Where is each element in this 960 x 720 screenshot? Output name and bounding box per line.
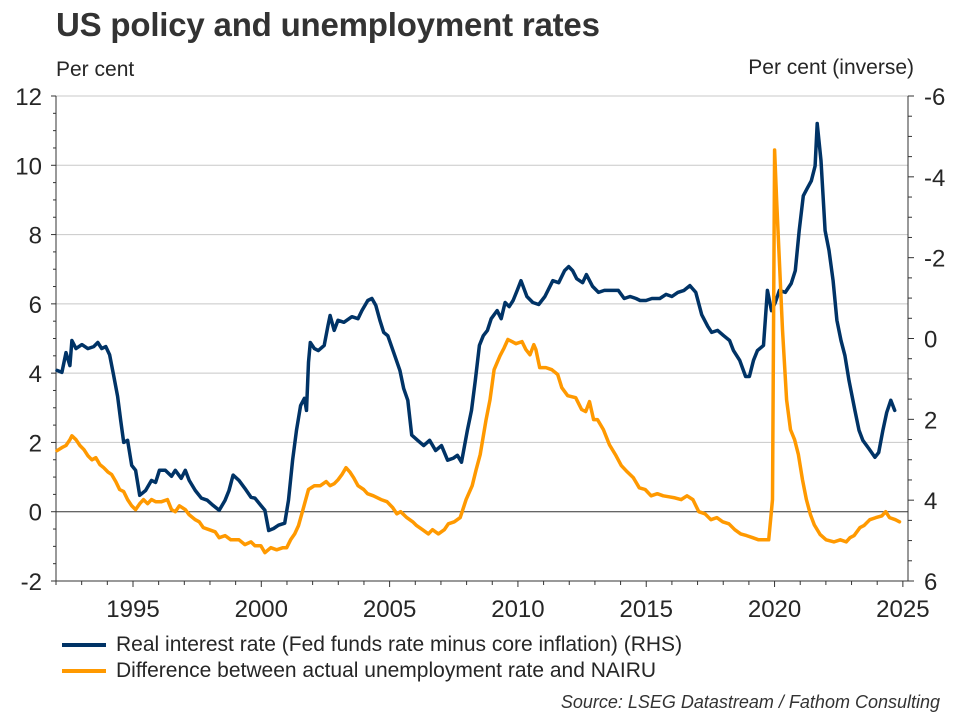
series-line-real-interest-rate	[55, 121, 897, 533]
axes	[51, 95, 914, 587]
left-tick-label: 2	[29, 430, 42, 457]
right-tick-label: -6	[924, 84, 945, 111]
chart-title: US policy and unemployment rates	[56, 6, 600, 43]
legend-label: Real interest rate (Fed funds rate minus…	[116, 633, 683, 656]
right-tick-label: 0	[924, 327, 937, 354]
series-lines	[55, 121, 902, 555]
x-tick-label: 2000	[235, 596, 288, 623]
x-tick-label: 2020	[748, 596, 801, 623]
legend-item-real-interest-rate: Real interest rate (Fed funds rate minus…	[62, 632, 682, 658]
x-tick-label: 2025	[876, 596, 929, 623]
left-tick-label: 4	[29, 361, 42, 388]
legend-item-unemployment-gap: Difference between actual unemployment r…	[62, 658, 682, 684]
x-tick-label: 2015	[620, 596, 673, 623]
x-tick-label: 1995	[106, 596, 159, 623]
left-axis-unit-label: Per cent	[56, 58, 135, 81]
right-tick-label: -2	[924, 246, 945, 273]
left-tick-label: 8	[29, 223, 42, 250]
legend-swatch-orange	[62, 669, 106, 673]
right-tick-label: 2	[924, 407, 937, 434]
left-tick-label: 10	[15, 153, 42, 180]
left-tick-label: 6	[29, 292, 42, 319]
tick-labels: 12 10 8 6 4 2 0 -2 -6 -4 -2 0 2 4 6 1995 2000 2005 2010 201…	[15, 84, 945, 623]
left-tick-label: 0	[29, 500, 42, 527]
legend-swatch-blue	[62, 643, 106, 647]
series-line-unemployment-gap	[55, 148, 902, 555]
x-tick-label: 2010	[491, 596, 544, 623]
legend-label: Difference between actual unemployment r…	[116, 659, 657, 682]
legend: Real interest rate (Fed funds rate minus…	[62, 632, 682, 684]
right-tick-label: 4	[924, 488, 937, 515]
source-note: Source: LSEG Datastream / Fathom Consult…	[560, 692, 940, 712]
right-tick-label: 6	[924, 569, 937, 596]
x-tick-label: 2005	[363, 596, 416, 623]
right-axis-unit-label: Per cent (inverse)	[748, 56, 914, 79]
right-tick-label: -4	[924, 165, 945, 192]
left-tick-label: -2	[21, 569, 42, 596]
left-tick-label: 12	[15, 84, 42, 111]
